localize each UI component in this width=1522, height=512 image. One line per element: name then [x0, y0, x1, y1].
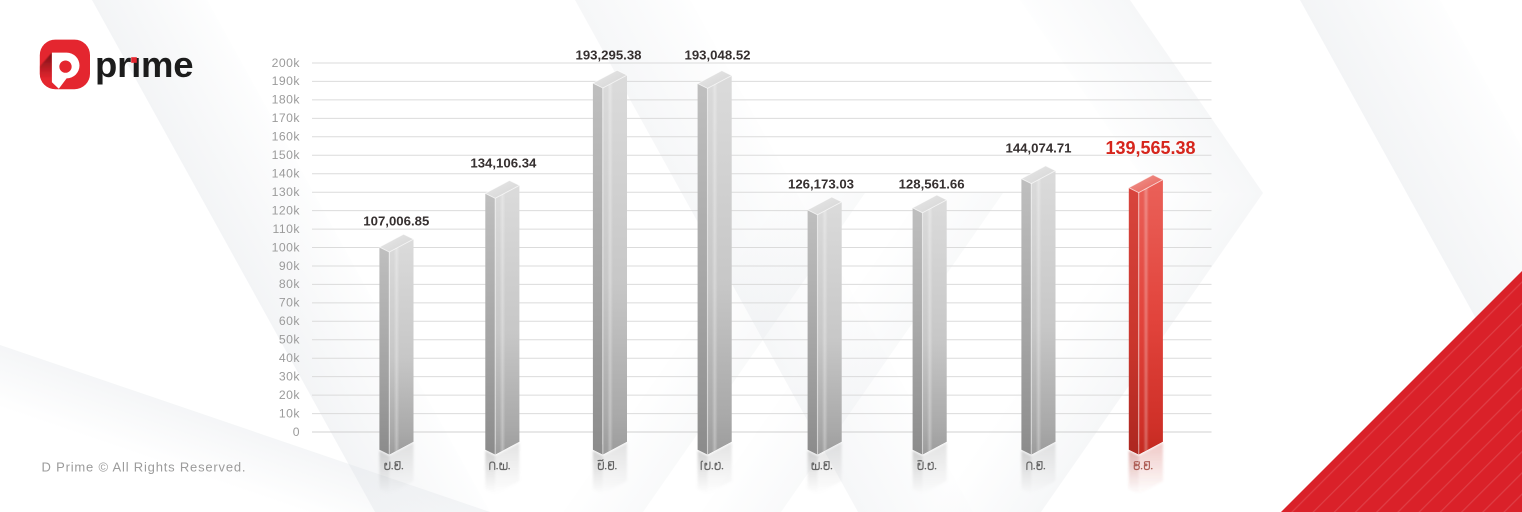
svg-text:30k: 30k — [279, 369, 301, 383]
svg-text:90k: 90k — [279, 259, 301, 273]
svg-text:150k: 150k — [272, 148, 301, 162]
svg-text:139,565.38: 139,565.38 — [1105, 138, 1195, 158]
svg-text:0: 0 — [293, 425, 300, 439]
svg-text:170k: 170k — [272, 111, 301, 125]
svg-text:D Prime © All Rights Reserved.: D Prime © All Rights Reserved. — [42, 460, 247, 475]
svg-text:134,106.34: 134,106.34 — [470, 156, 537, 171]
svg-text:120k: 120k — [272, 203, 301, 217]
svg-text:200k: 200k — [272, 56, 301, 70]
svg-text:180k: 180k — [272, 93, 301, 107]
svg-text:20k: 20k — [279, 388, 301, 402]
svg-text:128,561.66: 128,561.66 — [899, 177, 965, 192]
svg-text:100k: 100k — [272, 240, 301, 254]
svg-text:50k: 50k — [279, 333, 301, 347]
svg-text:140k: 140k — [272, 167, 301, 181]
svg-text:60k: 60k — [279, 314, 301, 328]
svg-text:40k: 40k — [279, 351, 301, 365]
svg-text:80k: 80k — [279, 277, 301, 291]
svg-text:144,074.71: 144,074.71 — [1005, 141, 1071, 156]
svg-text:193,295.38: 193,295.38 — [575, 48, 641, 63]
svg-text:110k: 110k — [272, 222, 300, 236]
svg-text:130k: 130k — [272, 185, 301, 199]
svg-text:107,006.85: 107,006.85 — [363, 214, 429, 229]
svg-text:126,173.03: 126,173.03 — [788, 177, 854, 192]
svg-text:190k: 190k — [272, 74, 301, 88]
svg-text:prıme: prıme — [95, 44, 193, 85]
svg-text:70k: 70k — [279, 296, 301, 310]
svg-text:160k: 160k — [272, 130, 301, 144]
svg-text:193,048.52: 193,048.52 — [684, 48, 750, 63]
svg-text:10k: 10k — [279, 406, 301, 420]
